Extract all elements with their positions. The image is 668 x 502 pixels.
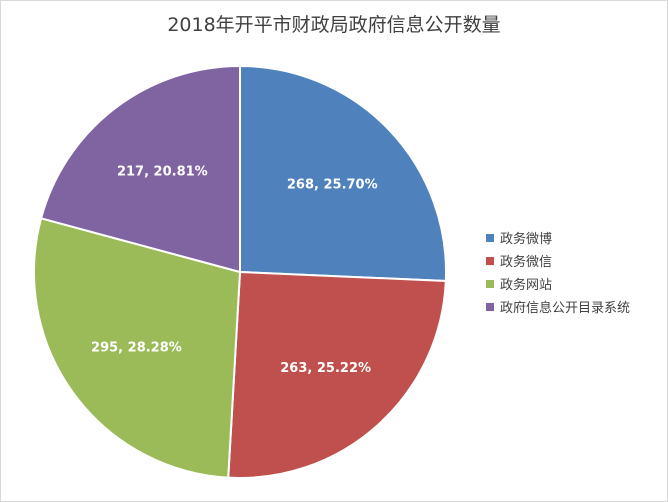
legend-label: 政府信息公开目录系统 bbox=[500, 301, 631, 316]
legend-item-catalog-system: 政府信息公开目录系统 bbox=[486, 295, 630, 318]
legend-item-weixin: 政务微信 bbox=[486, 249, 630, 272]
data-label: 268, 25.70% bbox=[287, 178, 378, 193]
legend-item-website: 政务网站 bbox=[486, 272, 630, 295]
slice-weixin bbox=[227, 270, 447, 479]
legend-label: 政务微博 bbox=[500, 232, 553, 247]
data-label: 295, 28.28% bbox=[91, 341, 182, 356]
slice-weibo bbox=[239, 64, 447, 283]
legend-label: 政务网站 bbox=[500, 278, 553, 293]
legend-swatch bbox=[486, 256, 494, 265]
legend-swatch bbox=[486, 279, 494, 288]
legend-swatch bbox=[486, 302, 494, 311]
chart-title: 2018年开平市财政局政府信息公开数量 bbox=[167, 14, 501, 36]
legend-swatch bbox=[486, 233, 494, 242]
slice-website bbox=[33, 217, 242, 479]
data-label: 263, 25.22% bbox=[280, 361, 371, 376]
slice-catalog-system bbox=[39, 64, 241, 274]
legend-label: 政务微信 bbox=[500, 255, 553, 270]
legend: 政务微博 政务微信 政务网站 政府信息公开目录系统 bbox=[486, 226, 630, 318]
data-label: 217, 20.81% bbox=[117, 165, 208, 180]
legend-item-weibo: 政务微博 bbox=[486, 226, 630, 249]
